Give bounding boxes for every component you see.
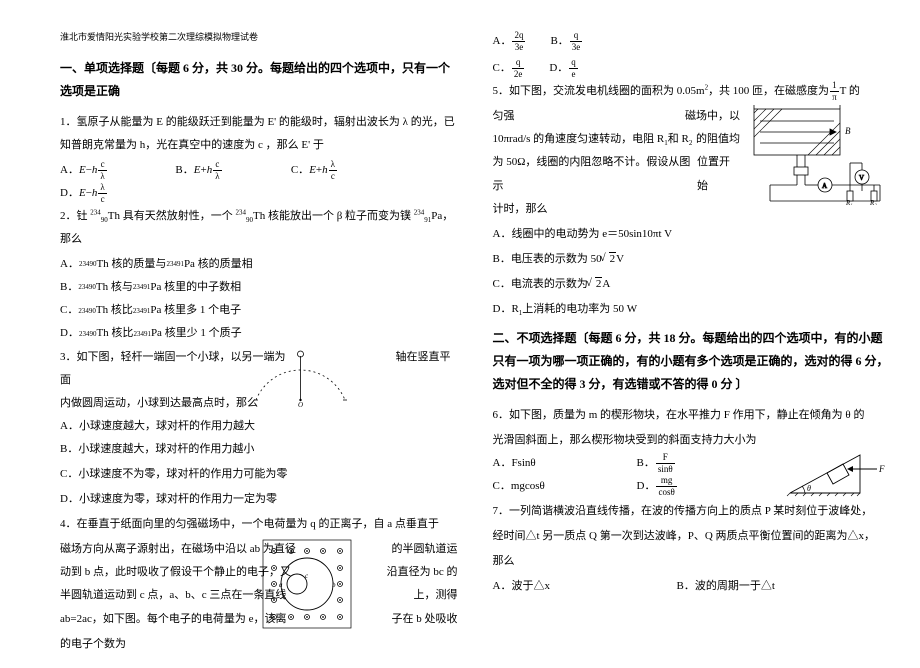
exam-header: 淮北市爱情阳光实验学校第二次理综模拟物理试卷: [60, 30, 458, 43]
q4-opt-d: D．qe: [549, 57, 578, 80]
svg-text:b: b: [332, 581, 336, 589]
svg-text:θ: θ: [807, 484, 811, 493]
q7-l1: 7．一列简谐横波沿直线传播，在波的传播方向上的质点 P 某时刻位于波峰处，: [493, 500, 891, 523]
q5-l1: 5．如下图，交流发电机线圈的面积为 0.05m2，共 100 匝，在磁感度为1π…: [493, 80, 891, 103]
q5-block: 匀强磁场中，以 10πrad/s 的角速度匀速转动，电阻 R1和 R2的阻值均 …: [493, 105, 891, 220]
q3-opt-c: C．小球速度不为零，球对杆的作用力可能为零: [60, 463, 458, 486]
svg-text:a: a: [279, 581, 283, 589]
q4-options: A．2q3e B．q3e: [493, 30, 891, 53]
q4-opt-c: C．q2e: [493, 57, 526, 80]
section1-title: 一、单项选择题〔每题 6 分，共 30 分。每题给出的四个选项中，只有一个选项是…: [60, 57, 458, 103]
q3-block: 3．如下图，轻杆一端固一个小球，以另一端为轴在竖直平面 内做圆周运动，小球到达最…: [60, 346, 458, 461]
section2-title: 二、不项选择题〔每题 6 分，共 18 分。每题给出的四个选项中，有的小题只有一…: [493, 327, 891, 395]
q5-opt-a: A．线圈中的电动势为 e＝50sin10πt V: [493, 223, 891, 246]
q4-opt-b: B．q3e: [550, 30, 583, 53]
q1-opt-a: A．E−hcλ: [60, 159, 151, 182]
q1-opt-c: C．E+hλc: [291, 159, 382, 182]
q7-l3: 那么: [493, 550, 891, 573]
q7-l2: 经时间△t 另一质点 Q 第一次到达波峰，P、Q 两质点平衡位置间的距离为△x，: [493, 525, 891, 548]
q1-options: A．E−hcλ B．E+hcλ C．E+hλc D．E−hλc: [60, 159, 458, 205]
svg-text:F: F: [878, 464, 885, 474]
q1-stem: 1．氢原子从能量为 E 的能级跃迁到能量为 E' 的能级时，辐射出波长为 λ 的…: [60, 111, 458, 157]
q7-options: A．波于△x B．波的周期一于△t: [493, 575, 891, 598]
magnetic-field-figure: a b c: [261, 538, 353, 630]
q5-opt-b: B．电压表的示数为 502V: [493, 248, 891, 271]
q4-l1: 4．在垂直于纸面向里的匀强磁场中，一个电荷量为 q 的正离子，自 a 点垂直于: [60, 513, 458, 536]
q4-l6: 的电子个数为: [60, 633, 458, 656]
generator-figure: A V B R₁ R₂: [750, 105, 890, 205]
q5-opt-c: C．电流表的示数为2A: [493, 273, 891, 296]
q3-opt-d: D．小球速度为零，球对杆的作用力一定为零: [60, 488, 458, 511]
svg-text:R₁: R₁: [845, 199, 853, 205]
svg-text:V: V: [859, 174, 864, 182]
incline-figure: F θ: [785, 443, 890, 498]
q4-block: 磁场方向从离子源射出，在磁场中沿以 ab 为直径的半圆轨道运 动到 b 点，此时…: [60, 538, 458, 630]
q1-opt-d: D．E−hλc: [60, 182, 151, 205]
q2-opt-a: A．23490Th 核的质量与23491Pa 核的质量相: [60, 253, 251, 276]
q5-opt-d: D．R1上消耗的电功率为 50 W: [493, 298, 891, 321]
q3-opt-b: B．小球速度越大，球对杆的作用力越小: [60, 438, 458, 461]
q3-opt-a: A．小球速度越大，球对杆的作用力越大: [60, 415, 458, 438]
q6-opt-a: A．Fsinθ: [493, 452, 613, 475]
q1-opt-b: B．E+hcλ: [175, 159, 266, 182]
q7-opt-b: B．波的周期一于△t: [677, 575, 775, 598]
q7-opt-a: A．波于△x: [493, 575, 653, 598]
svg-text:B: B: [845, 126, 851, 136]
q6-opt-c: C．mgcosθ: [493, 475, 613, 498]
q2-opt-b: B．23490Th 核与23491Pa 核里的中子数相: [60, 276, 251, 299]
q4-opt-a: A．2q3e: [493, 30, 527, 53]
q6-opt-b: B．Fsinθ: [637, 452, 676, 475]
q4-options-2: C．q2e D．qe: [493, 57, 891, 80]
q6-block: 光滑固斜面上，那么楔形物块受到的斜面支持力大小为 A．Fsinθ B．Fsinθ…: [493, 429, 891, 498]
q6-l1: 6．如下图，质量为 m 的楔形物块，在水平推力 F 作用下，静止在倾角为 θ 的: [493, 404, 891, 427]
pendulum-figure: O: [248, 350, 353, 408]
q2-opt-d: D．23490Th 核比23491Pa 核里少 1 个质子: [60, 322, 251, 345]
svg-text:R₂: R₂: [869, 199, 877, 205]
q2-options: A．23490Th 核的质量与23491Pa 核的质量相 B．23490Th 核…: [60, 253, 458, 345]
q2-stem: 2．钍 23490Th 具有天然放射性，一个 23490Th 核能放出一个 β …: [60, 205, 458, 251]
q2-opt-c: C．23490Th 核比23491Pa 核里多 1 个电子: [60, 299, 251, 322]
q6-opt-d: D．mgcosθ: [637, 475, 678, 498]
svg-text:c: c: [305, 572, 309, 580]
svg-text:A: A: [822, 182, 827, 190]
svg-text:O: O: [298, 401, 303, 408]
